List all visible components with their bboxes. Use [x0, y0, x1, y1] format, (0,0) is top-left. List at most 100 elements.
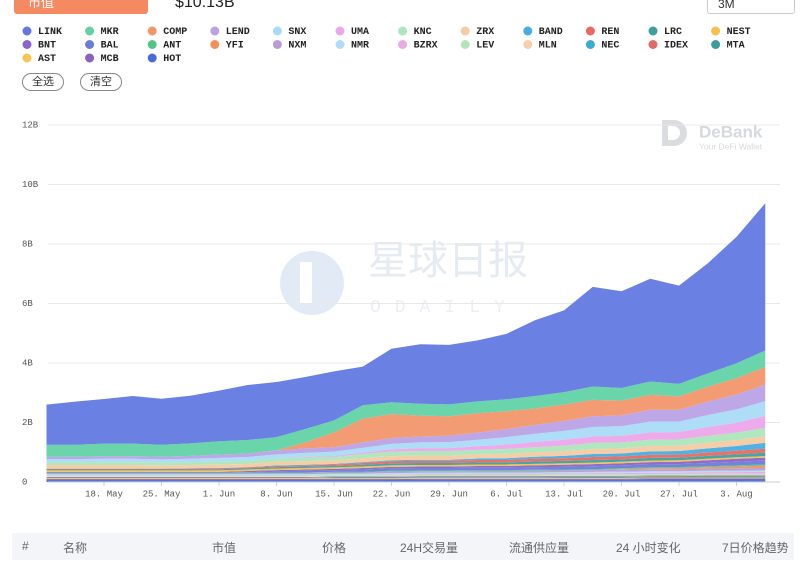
legend-swatch [85, 26, 95, 36]
legend-label: HOT [163, 54, 181, 65]
area-series [46, 475, 766, 479]
legend-swatch [398, 40, 408, 49]
odaily-logo-cut [300, 262, 312, 304]
column-header[interactable]: 市值 [212, 541, 237, 555]
legend-swatch [22, 40, 32, 49]
area-series [46, 477, 766, 480]
range-select[interactable]: 3M [707, 0, 795, 14]
legend-item[interactable]: NXM [272, 40, 307, 52]
column-header[interactable]: 24H交易量 [400, 541, 459, 555]
legend-item[interactable]: NEST [711, 26, 751, 39]
watermark-brand: DeBank [699, 122, 763, 141]
legend-item[interactable]: UMA [335, 26, 370, 39]
legend-item[interactable]: LEV [460, 40, 495, 52]
legend-swatch [147, 26, 157, 36]
area-series [46, 475, 766, 478]
area-series [46, 473, 766, 477]
legend-item[interactable]: HOT [147, 53, 182, 66]
legend-item[interactable]: BZRX [398, 40, 438, 52]
legend-item[interactable]: REN [585, 26, 620, 39]
area-series [46, 350, 766, 457]
area-series [46, 471, 766, 476]
legend-item[interactable]: NEC [585, 40, 620, 52]
legend-item[interactable]: LEND [210, 26, 250, 39]
area-series [46, 470, 766, 476]
legend-label: NMR [351, 41, 369, 52]
metric-tab[interactable]: 市值 [14, 0, 148, 14]
column-header[interactable]: 价格 [322, 541, 347, 555]
y-tick-label: 6B [22, 299, 33, 309]
area-series [46, 464, 766, 474]
y-tick-label: 12B [22, 120, 39, 130]
area-series [46, 478, 766, 480]
x-tick-label: 29. Jun [430, 489, 468, 499]
legend-item[interactable]: YFI [210, 40, 244, 52]
legend-swatch [711, 40, 721, 49]
legend-label: NEC [601, 41, 619, 52]
legend-item[interactable]: COMP [147, 26, 188, 39]
legend-item[interactable]: MTA [711, 40, 745, 52]
legend-label: IDEX [664, 41, 688, 52]
select-all-button[interactable]: 全选 [22, 73, 64, 91]
legend-label: COMP [163, 27, 187, 38]
area-series [46, 415, 766, 463]
legend-swatch [585, 40, 595, 49]
legend-swatch [210, 40, 220, 49]
legend-swatch [648, 26, 658, 36]
column-header[interactable]: 7日价格趋势 [722, 541, 789, 555]
legend-item[interactable]: NMR [335, 40, 370, 52]
legend-swatch [210, 26, 220, 36]
legend-label: BNT [38, 41, 56, 52]
y-tick-label: 0 [22, 477, 27, 487]
area-series [46, 465, 766, 474]
legend-item[interactable]: BNT [22, 40, 57, 52]
legend-swatch [711, 26, 721, 36]
legend-item[interactable]: ANT [147, 40, 182, 52]
legend-swatch [85, 53, 95, 63]
legend-item[interactable]: MLN [523, 40, 557, 52]
legend-label: LEV [476, 41, 494, 52]
watermark-site: 星球日报 [368, 238, 528, 284]
legend-swatch [147, 40, 157, 49]
legend-item[interactable]: BAND [523, 26, 563, 39]
legend-item[interactable]: ZRX [460, 26, 495, 39]
legend-label: MTA [727, 41, 745, 52]
watermark-site-en: ODAILY [370, 298, 519, 318]
column-header[interactable]: 流通供应量 [509, 541, 570, 555]
legend-item[interactable]: LRC [648, 26, 683, 39]
legend-label: ZRX [476, 27, 494, 38]
legend-label: NXM [288, 41, 306, 52]
legend-item[interactable]: AST [22, 53, 57, 66]
legend-swatch [272, 40, 282, 49]
legend-item[interactable]: KNC [398, 26, 432, 39]
legend-label: NEST [727, 27, 751, 38]
legend-label: YFI [226, 41, 244, 52]
legend-item[interactable]: BAL [85, 40, 119, 52]
x-tick-label: 22. Jun [373, 489, 411, 499]
area-series [46, 427, 766, 466]
x-tick-label: 1. Jun [203, 489, 235, 499]
column-header[interactable]: 名称 [63, 541, 88, 555]
legend-label: AST [38, 54, 56, 65]
legend-swatch [648, 40, 658, 49]
area-series [46, 203, 766, 445]
legend-item[interactable]: SNX [272, 26, 307, 39]
legend-label: MLN [539, 41, 557, 52]
area-series [46, 401, 766, 463]
column-header[interactable]: 24 小时变化 [616, 541, 681, 555]
y-tick-label: 4B [22, 358, 33, 368]
area-series [46, 366, 766, 457]
area-series [46, 448, 766, 470]
area-series [46, 457, 766, 473]
legend-item[interactable]: MCB [85, 53, 119, 66]
legend-item[interactable]: IDEX [648, 40, 689, 52]
area-series [46, 436, 766, 469]
legend-swatch [22, 53, 32, 63]
legend-item[interactable]: LINK [22, 26, 63, 39]
x-tick-label: 18. May [85, 489, 123, 499]
column-header[interactable]: # [22, 539, 29, 553]
clear-button[interactable]: 清空 [80, 73, 122, 91]
legend-label: ANT [163, 41, 181, 52]
legend-item[interactable]: MKR [85, 26, 119, 39]
